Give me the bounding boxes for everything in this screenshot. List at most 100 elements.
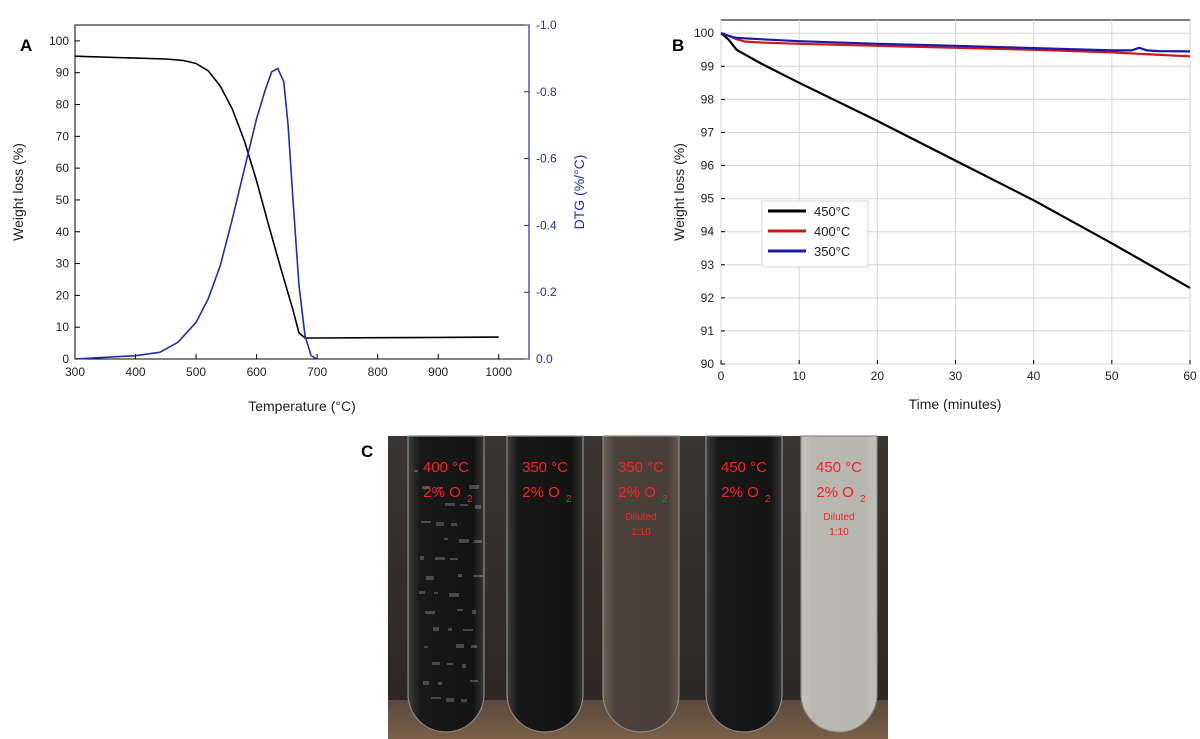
particle-fleck (458, 574, 462, 577)
particle-fleck (436, 522, 444, 526)
y-tick-label-a: 0 (62, 352, 69, 366)
tube-liquid (408, 436, 484, 732)
x-tick-label-b: 50 (1105, 369, 1119, 383)
particle-fleck (461, 699, 467, 702)
particle-fleck (462, 664, 466, 668)
particle-fleck (450, 558, 458, 560)
particle-fleck (471, 645, 477, 648)
axes-a: 300 400 500 600 700 800 900 1000 0 10 20 30 40 50 60 70… (49, 18, 557, 379)
panel-label-c: C (361, 442, 373, 461)
y2-tick-label-a: -0.2 (536, 285, 557, 299)
y-tick-label-a: 80 (56, 98, 70, 112)
particle-fleck (469, 485, 479, 489)
particle-fleck (446, 698, 454, 702)
tube-dilution-label: Diluted (823, 512, 854, 523)
legend-label-b: 400°C (814, 224, 850, 239)
particle-fleck (421, 521, 431, 523)
y-axis-title-a: Weight loss (%) (10, 143, 26, 241)
tube-temperature-label: 400 °C (423, 459, 469, 476)
tube-gas-subscript: 2 (566, 494, 572, 505)
particle-fleck (475, 505, 481, 509)
x-tick-label-a: 1000 (485, 365, 512, 379)
particle-fleck (444, 538, 448, 540)
x-axis-title-b: Time (minutes) (909, 396, 1002, 412)
tube-glass (506, 435, 584, 733)
tube-glass (407, 435, 485, 733)
y-tick-label-b: 92 (701, 291, 715, 305)
tube-temperature-label: 350 °C (618, 459, 664, 476)
tube-gas-label: 2% O (423, 484, 461, 501)
x-tick-label-a: 500 (186, 365, 206, 379)
tube-gas-subscript: 2 (662, 494, 668, 505)
series-group-b (720, 32, 1191, 289)
y-tick-label-b: 100 (694, 26, 714, 40)
y-tick-label-a: 20 (56, 288, 70, 302)
particle-fleck (435, 557, 445, 560)
chart-b: B 0 10 20 30 40 50 60 90 91 92 93 94 95 96 97 98 99 100 4… (671, 19, 1197, 412)
dtg-series-line (74, 67, 318, 360)
x-tick-label-a: 300 (65, 365, 85, 379)
y-tick-label-b: 90 (701, 357, 715, 371)
particle-fleck (419, 591, 425, 594)
tube-gas-label: 2% O (721, 484, 759, 501)
legend-label-b: 450°C (814, 204, 850, 219)
y-tick-label-a: 30 (56, 257, 70, 271)
y2-axis-title-a: DTG (%/°C) (571, 155, 587, 230)
particle-fleck (425, 611, 435, 614)
y-tick-label-a: 60 (56, 161, 70, 175)
test-tube: 350 °C 2% O 2 (506, 435, 584, 733)
y2-tick-label-a: -0.4 (536, 218, 557, 232)
particle-fleck (474, 540, 482, 543)
particle-fleck (431, 697, 441, 699)
tube-ratio-label: 1:10 (829, 527, 849, 538)
particle-fleck (447, 663, 453, 665)
tube-dilution-label: Diluted (625, 512, 656, 523)
particle-fleck (433, 627, 439, 631)
particle-fleck (422, 486, 430, 489)
tube-temperature-label: 450 °C (816, 459, 862, 476)
tube-ratio-label: 1:10 (631, 527, 651, 538)
series-line-b (720, 32, 1191, 289)
panel-label-a: A (20, 36, 32, 55)
y2-tick-label-a: -0.8 (536, 85, 557, 99)
particle-fleck (424, 646, 428, 648)
y-tick-label-b: 99 (701, 59, 715, 73)
particle-fleck (437, 487, 443, 489)
x-tick-label-b: 40 (1027, 369, 1041, 383)
particle-fleck (456, 644, 464, 648)
particle-fleck (460, 504, 468, 506)
x-tick-label-b: 20 (871, 369, 885, 383)
particle-fleck (432, 662, 440, 665)
particle-fleck (463, 629, 473, 631)
y-axis-title-b: Weight loss (%) (671, 143, 687, 241)
particle-fleck (473, 575, 483, 577)
particle-fleck (472, 610, 476, 614)
x-tick-label-a: 800 (368, 365, 388, 379)
x-tick-label-a: 600 (247, 365, 267, 379)
y-tick-label-b: 93 (701, 258, 715, 272)
test-tube: 350 °C 2% O 2 Diluted 1:10 (602, 435, 680, 733)
panel-label-b: B (672, 36, 684, 55)
particle-fleck (448, 628, 452, 631)
tube-liquid (603, 436, 679, 732)
tube-liquid (801, 436, 877, 732)
test-tube: 450 °C 2% O 2 (705, 435, 783, 733)
x-tick-label-a: 900 (428, 365, 448, 379)
photo-floor (388, 700, 888, 739)
tube-gas-subscript: 2 (765, 494, 771, 505)
y-tick-label-a: 10 (56, 320, 70, 334)
chart-a: A 300 400 500 600 700 800 900 1000 0 10 20 30 40 50 60… (10, 18, 587, 414)
particle-fleck (434, 592, 438, 594)
x-tick-label-a: 400 (126, 365, 146, 379)
series-line-b (720, 32, 1191, 53)
tube-temperature-label: 450 °C (721, 459, 767, 476)
series-group-a (74, 55, 499, 360)
grid-b (720, 20, 1191, 365)
particle-fleck (451, 523, 457, 526)
particle-fleck (457, 609, 463, 611)
y-tick-label-b: 94 (701, 225, 715, 239)
y-tick-label-a: 90 (56, 66, 70, 80)
particle-fleck (449, 593, 459, 597)
x-tick-label-b: 30 (949, 369, 963, 383)
x-tick-label-b: 10 (792, 369, 806, 383)
